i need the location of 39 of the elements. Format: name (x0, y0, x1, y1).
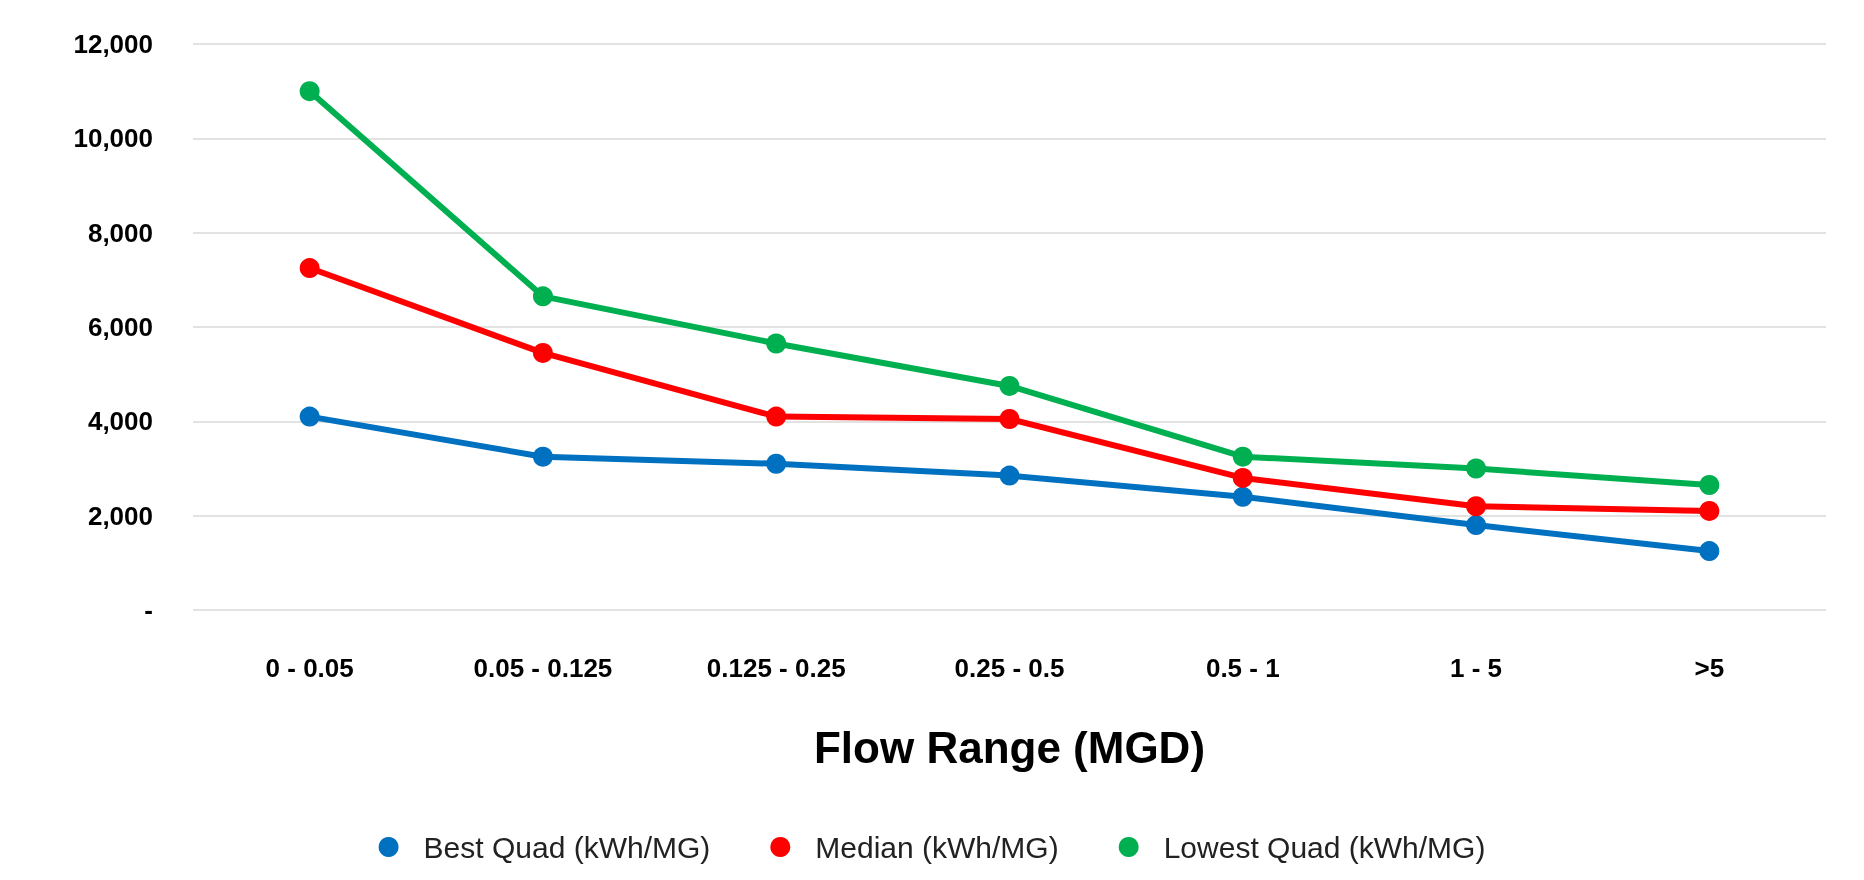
x-tick-label: 1 - 5 (1450, 653, 1503, 683)
x-axis-title: Flow Range (MGD) (813, 722, 1206, 772)
point (532, 286, 553, 307)
y-tick-label: 2,000 (87, 500, 153, 531)
point (1466, 496, 1487, 517)
y-tick-label: 8,000 (87, 217, 153, 248)
y-tick-label: 10,000 (73, 123, 153, 154)
x-tick-label: 0 - 0.05 (265, 653, 354, 683)
point (1466, 515, 1487, 536)
y-tick-label: 12,000 (73, 29, 153, 59)
point (1699, 541, 1720, 562)
point (532, 446, 553, 467)
point (1466, 458, 1487, 479)
y-tick-label: - (144, 595, 153, 625)
y-tick-label: 6,000 (87, 312, 153, 342)
point (999, 465, 1020, 486)
point (1232, 486, 1253, 507)
y-tick-label: 4,000 (87, 406, 153, 437)
point (299, 406, 320, 427)
point (299, 258, 320, 279)
x-tick-label: 0.5 - 1 (1205, 653, 1280, 683)
point (999, 408, 1020, 429)
point (766, 333, 787, 354)
x-tick-label: 0.25 - 0.5 (954, 653, 1065, 683)
point (532, 342, 553, 363)
point (999, 375, 1020, 396)
point (1232, 467, 1253, 488)
point (766, 406, 787, 427)
x-tick-label: 0.125 - 0.25 (706, 653, 846, 683)
x-tick-label: 0.05 - 0.125 (473, 653, 613, 683)
point (1699, 475, 1720, 495)
point (299, 81, 320, 102)
point (766, 453, 787, 474)
legend-label: Best Quad (kWh/MG) (423, 830, 711, 864)
legend-label: Median (kWh/MG) (815, 830, 1059, 864)
point (1232, 446, 1253, 467)
point (1699, 500, 1720, 521)
legend-label: Lowest Quad (kWh/MG) (1163, 830, 1486, 864)
x-tick-label: >5 (1694, 653, 1725, 683)
